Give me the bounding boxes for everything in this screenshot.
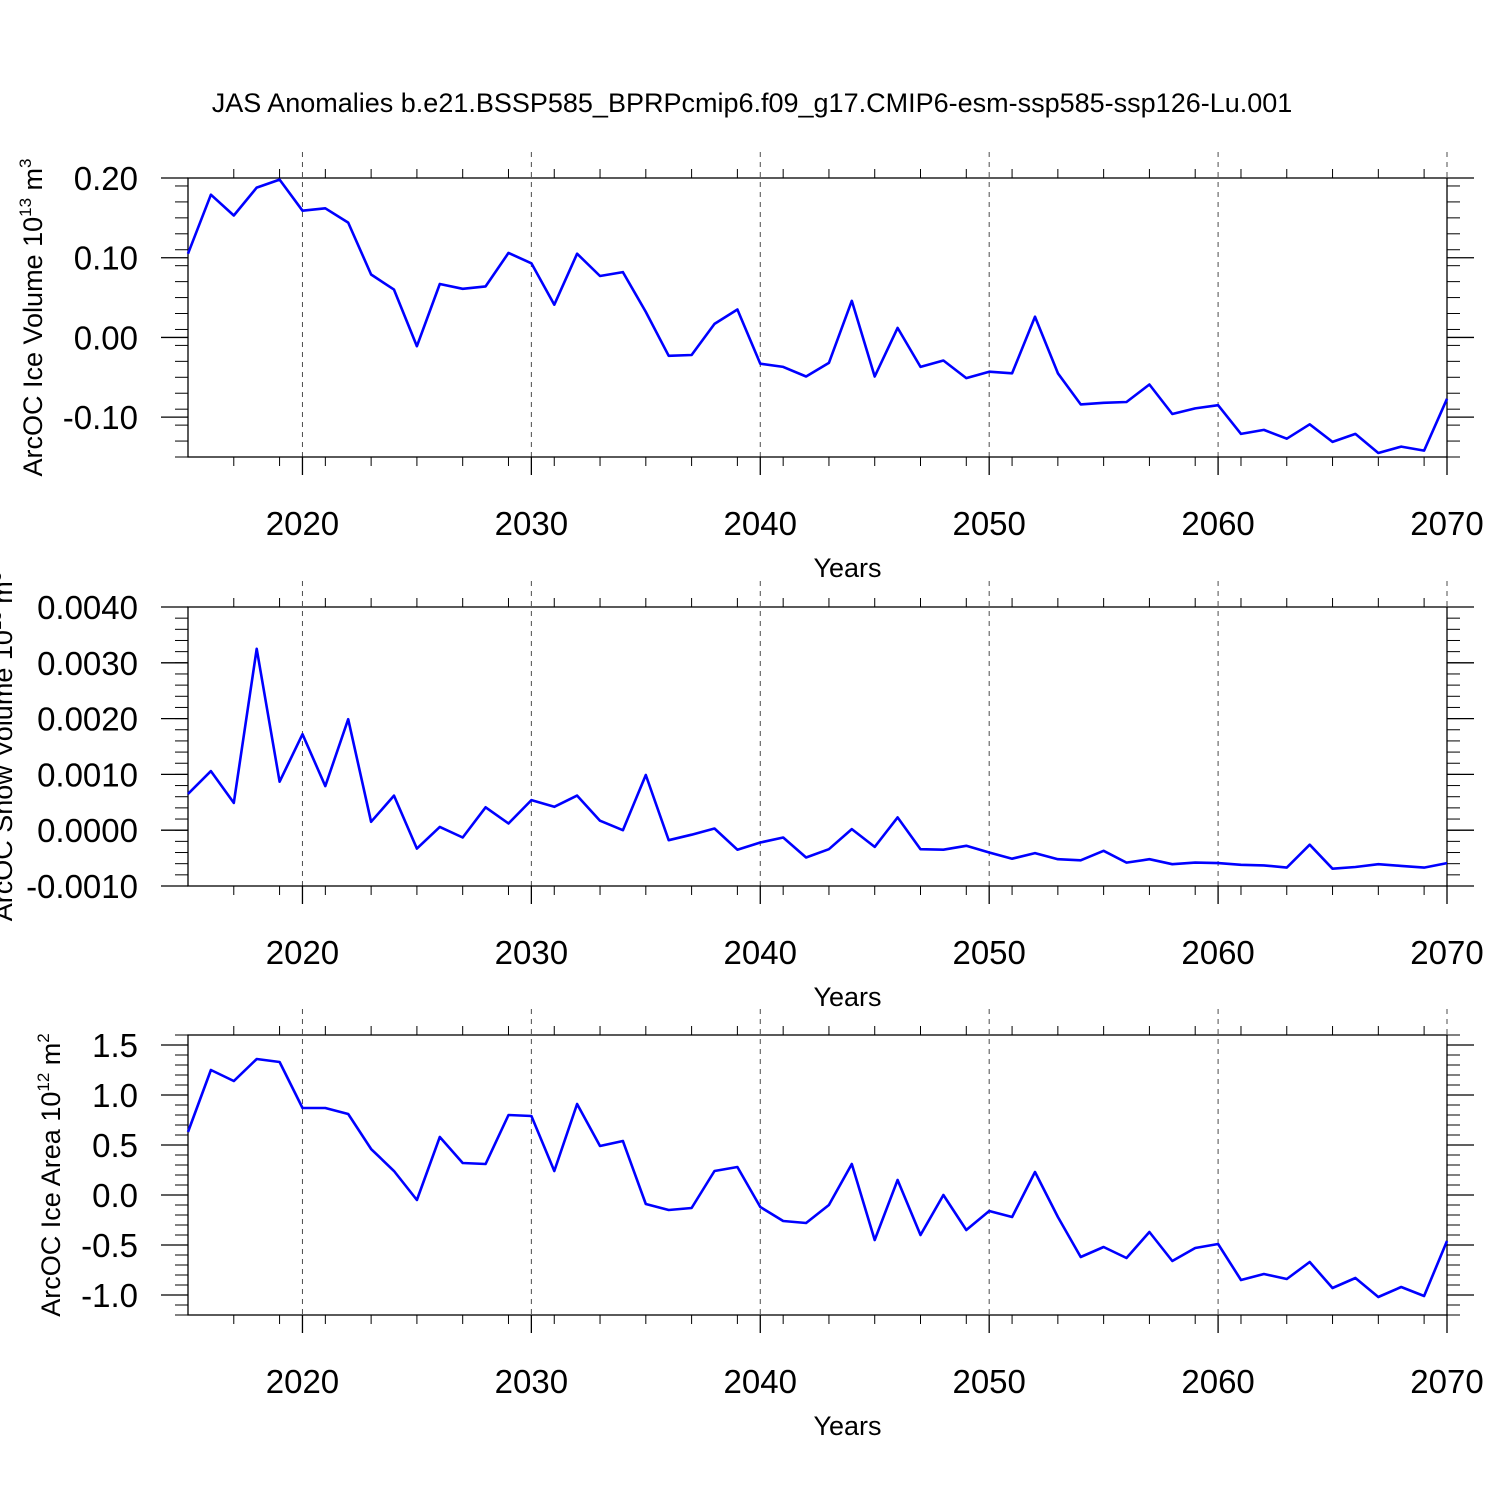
x-tick-label-2050: 2050 bbox=[952, 934, 1025, 971]
chart-panel-2: 2020 2030 2040 2050 2060 2070 Years -0.0010 0.00… bbox=[0, 572, 1484, 1012]
x-axis-label: Years bbox=[813, 1411, 881, 1441]
x-tick-label-2020: 2020 bbox=[266, 934, 339, 971]
x-axis-label: Years bbox=[813, 982, 881, 1012]
x-tick-label-2040: 2040 bbox=[724, 934, 797, 971]
x-tick-label-2040: 2040 bbox=[724, 505, 797, 542]
y-axis-label-base: ArcOC Ice Volume 10 bbox=[18, 217, 48, 477]
y-tick-label: 0.10 bbox=[74, 240, 138, 277]
y-tick-label: 0.0030 bbox=[37, 645, 138, 682]
x-tick-label-2060: 2060 bbox=[1181, 1363, 1254, 1400]
x-tick-label-2050: 2050 bbox=[952, 505, 1025, 542]
y-tick-label: 0.5 bbox=[92, 1127, 138, 1164]
y-tick-label: -1.0 bbox=[81, 1277, 138, 1314]
plot-frame bbox=[187, 177, 1448, 458]
y-tick-label: 1.5 bbox=[92, 1027, 138, 1064]
y-tick-label: -0.10 bbox=[63, 399, 138, 436]
x-tick-label-2040: 2040 bbox=[724, 1363, 797, 1400]
y-tick-label: -0.0010 bbox=[26, 868, 138, 905]
x-tick-label-2060: 2060 bbox=[1181, 934, 1254, 971]
y-axis-label-exponent: 13 bbox=[0, 611, 5, 630]
y-axis-label-exponent: 13 bbox=[16, 198, 35, 217]
chart-panel-1: 2020 2030 2040 2050 2060 2070 Years -0.10 0.00 0.… bbox=[16, 152, 1484, 583]
x-tick-label-2070: 2070 bbox=[1410, 1363, 1483, 1400]
y-tick-label: 0.0010 bbox=[37, 756, 138, 793]
y-axis-label: ArcOC Ice Area 1012 m2 bbox=[34, 1033, 66, 1317]
y-axis-label-base: ArcOC Ice Area 10 bbox=[36, 1092, 66, 1317]
y-tick-label: 0.0000 bbox=[37, 812, 138, 849]
x-tick-label-2070: 2070 bbox=[1410, 505, 1483, 542]
series-line-1 bbox=[186, 1057, 1449, 1299]
y-tick-label: 1.0 bbox=[92, 1077, 138, 1114]
x-axis-label: Years bbox=[813, 553, 881, 583]
x-tick-label-2050: 2050 bbox=[952, 1363, 1025, 1400]
panels: 2020 2030 2040 2050 2060 2070 Years -0.10 0.00 0.… bbox=[0, 152, 1484, 1441]
series-line-1 bbox=[186, 178, 1449, 455]
y-tick-label: 0.00 bbox=[74, 319, 138, 356]
y-axis-label-unit-exponent: 3 bbox=[16, 158, 35, 167]
x-tick-label-2030: 2030 bbox=[495, 934, 568, 971]
series-line-1 bbox=[187, 647, 1448, 871]
y-axis-label: ArcOC Snow Volume 1013 m3 bbox=[0, 572, 18, 922]
y-tick-label: 0.0020 bbox=[37, 701, 138, 738]
y-tick-label: -0.5 bbox=[81, 1227, 138, 1264]
y-tick-label: 0.20 bbox=[74, 160, 138, 197]
x-tick-label-2070: 2070 bbox=[1410, 934, 1483, 971]
x-tick-label-2020: 2020 bbox=[266, 1363, 339, 1400]
y-axis-label-unit-exponent: 3 bbox=[0, 572, 5, 581]
y-axis-label-unit: m bbox=[0, 581, 18, 611]
y-tick-label: 0.0040 bbox=[37, 589, 138, 626]
y-axis-label-unit: m bbox=[36, 1043, 66, 1073]
plot-frame bbox=[187, 606, 1448, 887]
y-axis-label-base: ArcOC Snow Volume 10 bbox=[0, 630, 18, 921]
figure-title: JAS Anomalies b.e21.BSSP585_BPRPcmip6.f0… bbox=[212, 88, 1293, 118]
y-axis-label-unit: m bbox=[18, 168, 48, 198]
y-axis-label-exponent: 12 bbox=[34, 1073, 53, 1092]
x-tick-label-2030: 2030 bbox=[495, 505, 568, 542]
y-axis-label-unit-exponent: 2 bbox=[34, 1033, 53, 1042]
plot-frame bbox=[187, 1034, 1448, 1316]
y-axis-label: ArcOC Ice Volume 1013 m3 bbox=[16, 158, 48, 476]
y-tick-label: 0.0 bbox=[92, 1177, 138, 1214]
x-tick-label-2020: 2020 bbox=[266, 505, 339, 542]
x-tick-label-2060: 2060 bbox=[1181, 505, 1254, 542]
chart-panel-3: 2020 2030 2040 2050 2060 2070 Years -1.0 -0.5 0.0… bbox=[34, 1009, 1484, 1441]
x-tick-label-2030: 2030 bbox=[495, 1363, 568, 1400]
